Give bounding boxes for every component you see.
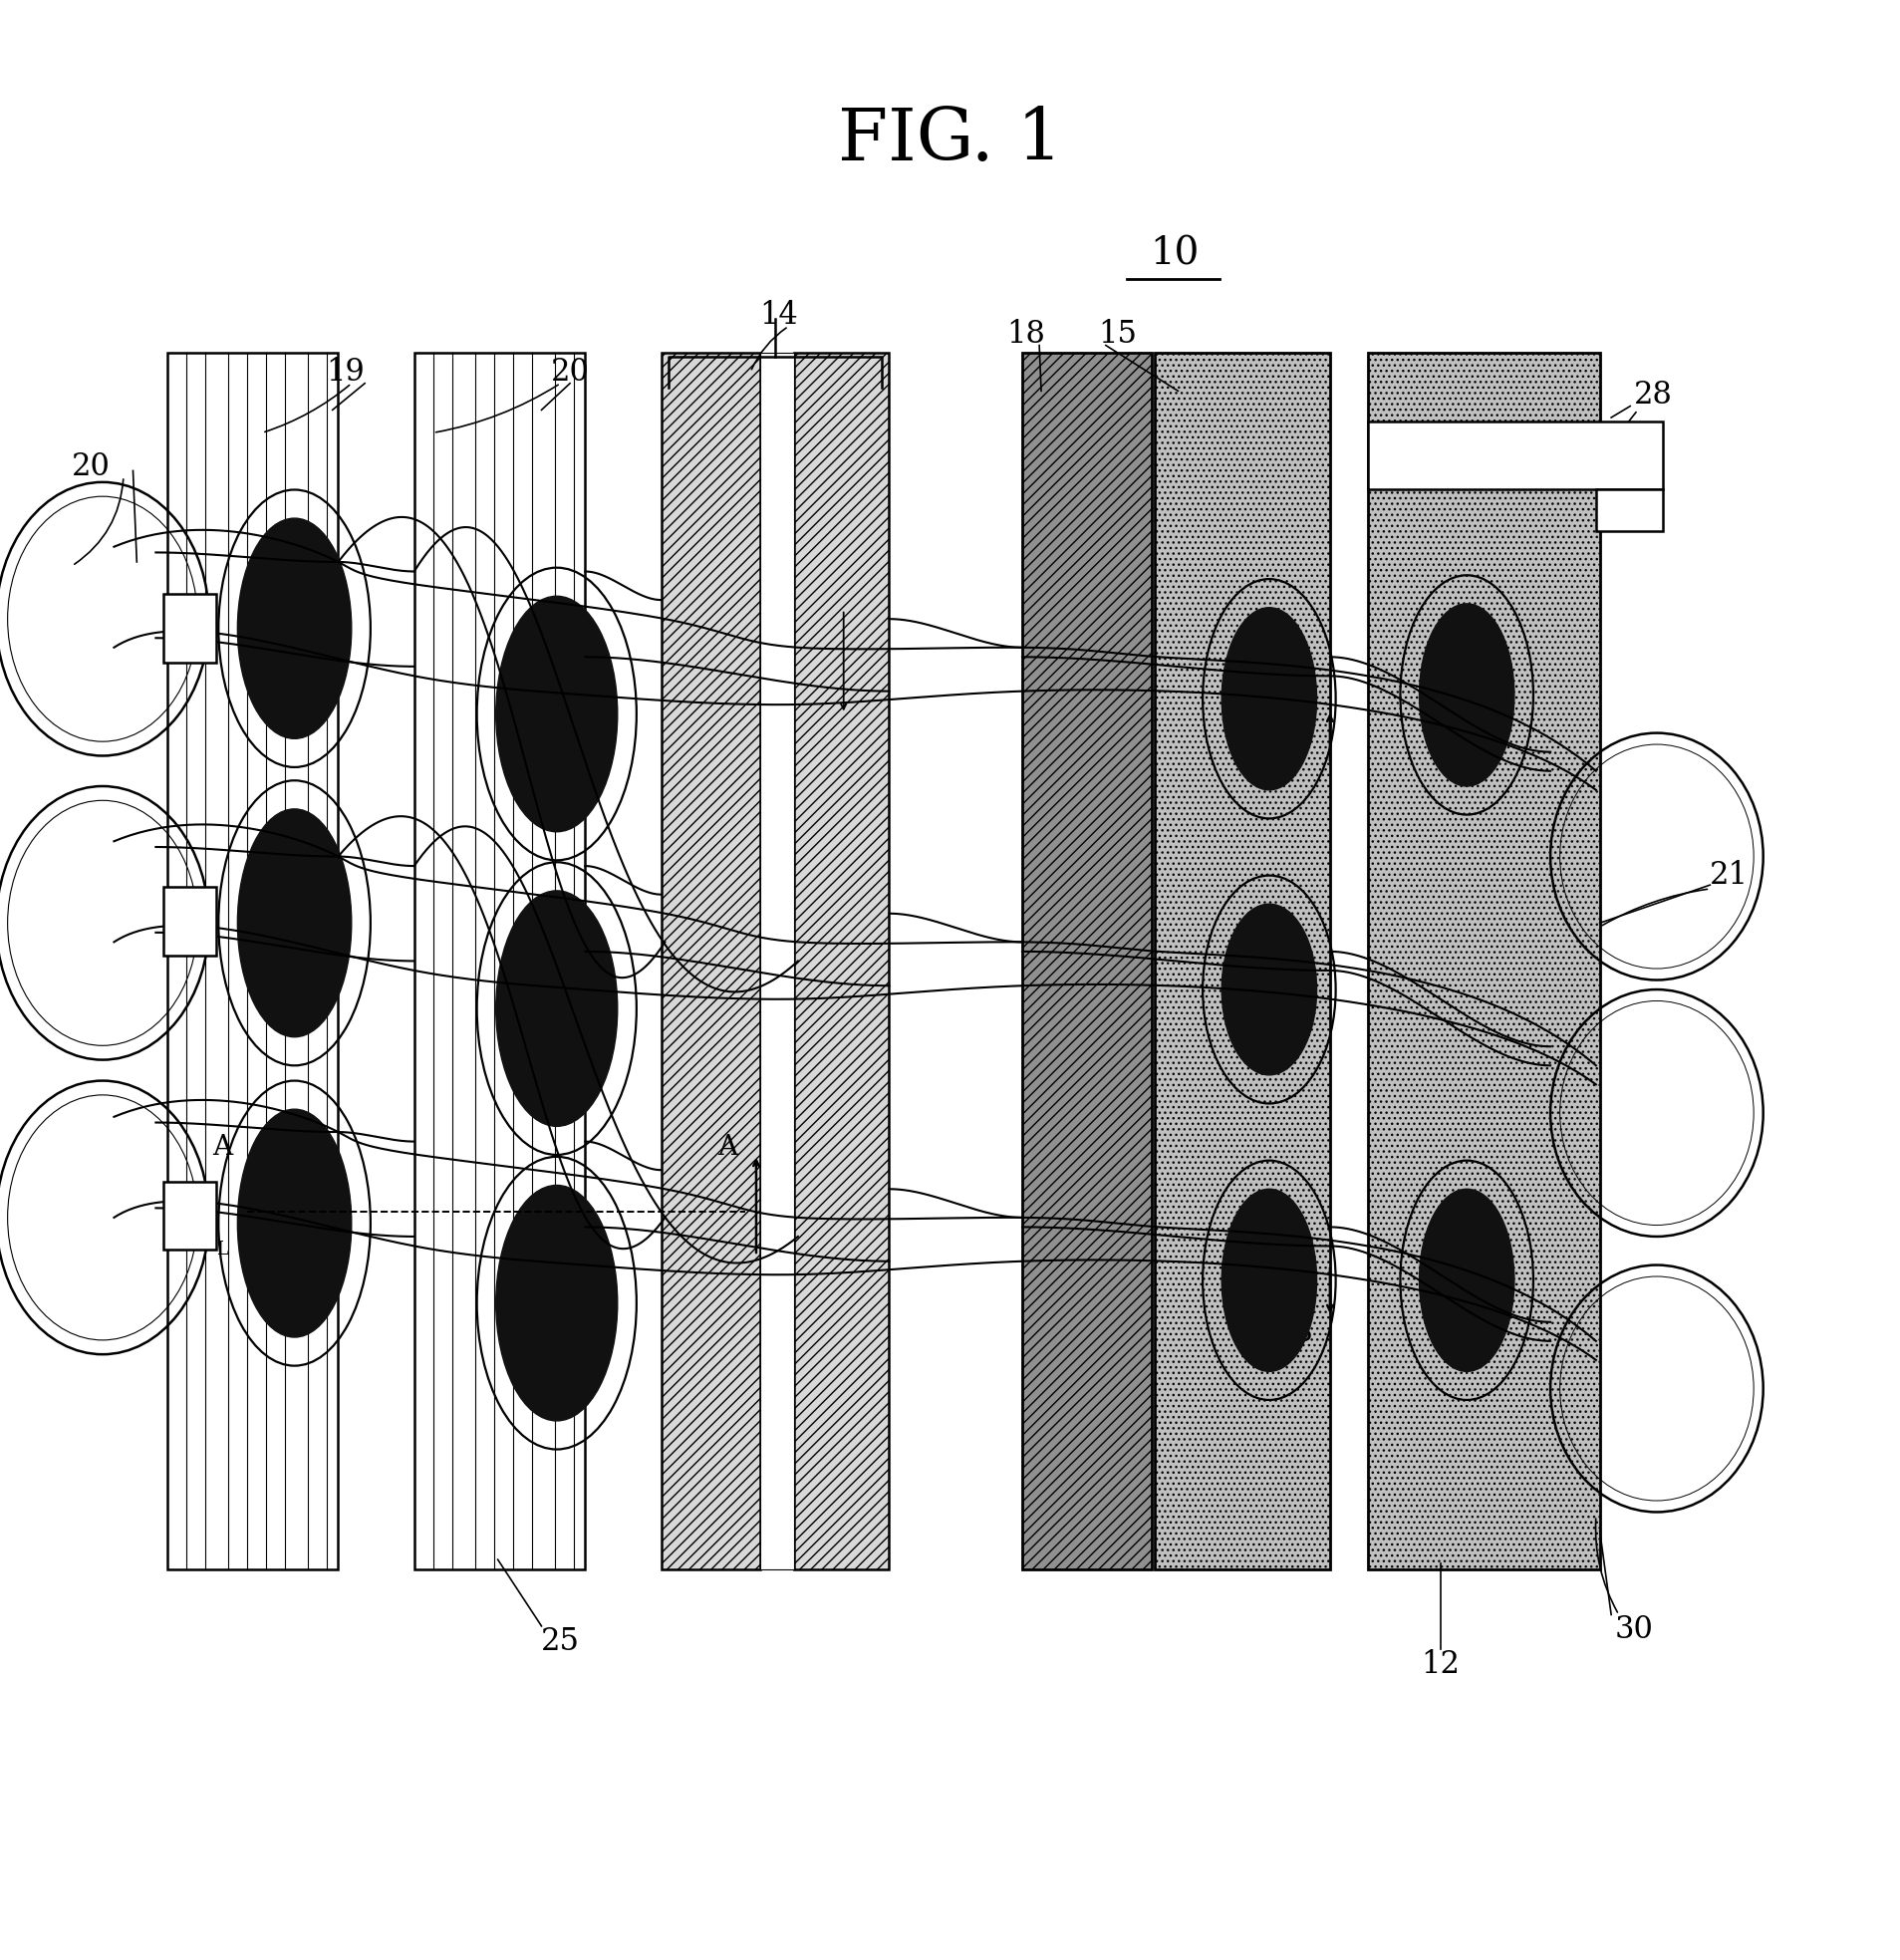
Ellipse shape — [496, 1186, 618, 1421]
Text: 30: 30 — [1615, 1615, 1653, 1644]
Bar — [760, 353, 794, 1570]
Text: B: B — [1292, 1319, 1311, 1347]
Ellipse shape — [496, 596, 618, 831]
Text: 15: 15 — [1098, 318, 1136, 349]
Text: 18: 18 — [1007, 318, 1045, 349]
Ellipse shape — [1419, 1190, 1514, 1372]
Bar — [1368, 421, 1662, 490]
Ellipse shape — [496, 890, 618, 1127]
Ellipse shape — [1222, 1190, 1317, 1372]
Ellipse shape — [1222, 904, 1317, 1074]
Text: 19: 19 — [327, 357, 365, 388]
Text: 20: 20 — [551, 357, 589, 388]
Bar — [1596, 490, 1662, 531]
Bar — [1368, 353, 1600, 1570]
Bar — [1022, 353, 1151, 1570]
Text: 10: 10 — [1150, 235, 1199, 272]
Ellipse shape — [238, 809, 352, 1037]
Bar — [163, 594, 217, 662]
Bar — [163, 1182, 217, 1250]
Bar — [414, 353, 585, 1570]
Bar — [1155, 353, 1330, 1570]
Text: 28: 28 — [1634, 380, 1672, 410]
Text: 12: 12 — [1421, 1648, 1459, 1680]
Text: L: L — [1296, 1288, 1307, 1305]
Text: 14: 14 — [760, 300, 798, 331]
Text: 21: 21 — [1710, 860, 1748, 892]
Bar — [163, 886, 217, 955]
Text: B: B — [1292, 682, 1311, 708]
Bar — [167, 353, 338, 1570]
Bar — [794, 353, 889, 1570]
Ellipse shape — [238, 517, 352, 739]
Ellipse shape — [1222, 608, 1317, 790]
Bar — [661, 353, 760, 1570]
Text: FIG. 1: FIG. 1 — [838, 106, 1062, 174]
Text: 20: 20 — [72, 451, 110, 482]
Ellipse shape — [1419, 604, 1514, 786]
Text: 25: 25 — [542, 1627, 580, 1656]
Ellipse shape — [238, 1109, 352, 1337]
Text: A: A — [718, 1133, 737, 1160]
Text: A: A — [213, 1133, 232, 1160]
Text: L: L — [217, 1241, 228, 1258]
